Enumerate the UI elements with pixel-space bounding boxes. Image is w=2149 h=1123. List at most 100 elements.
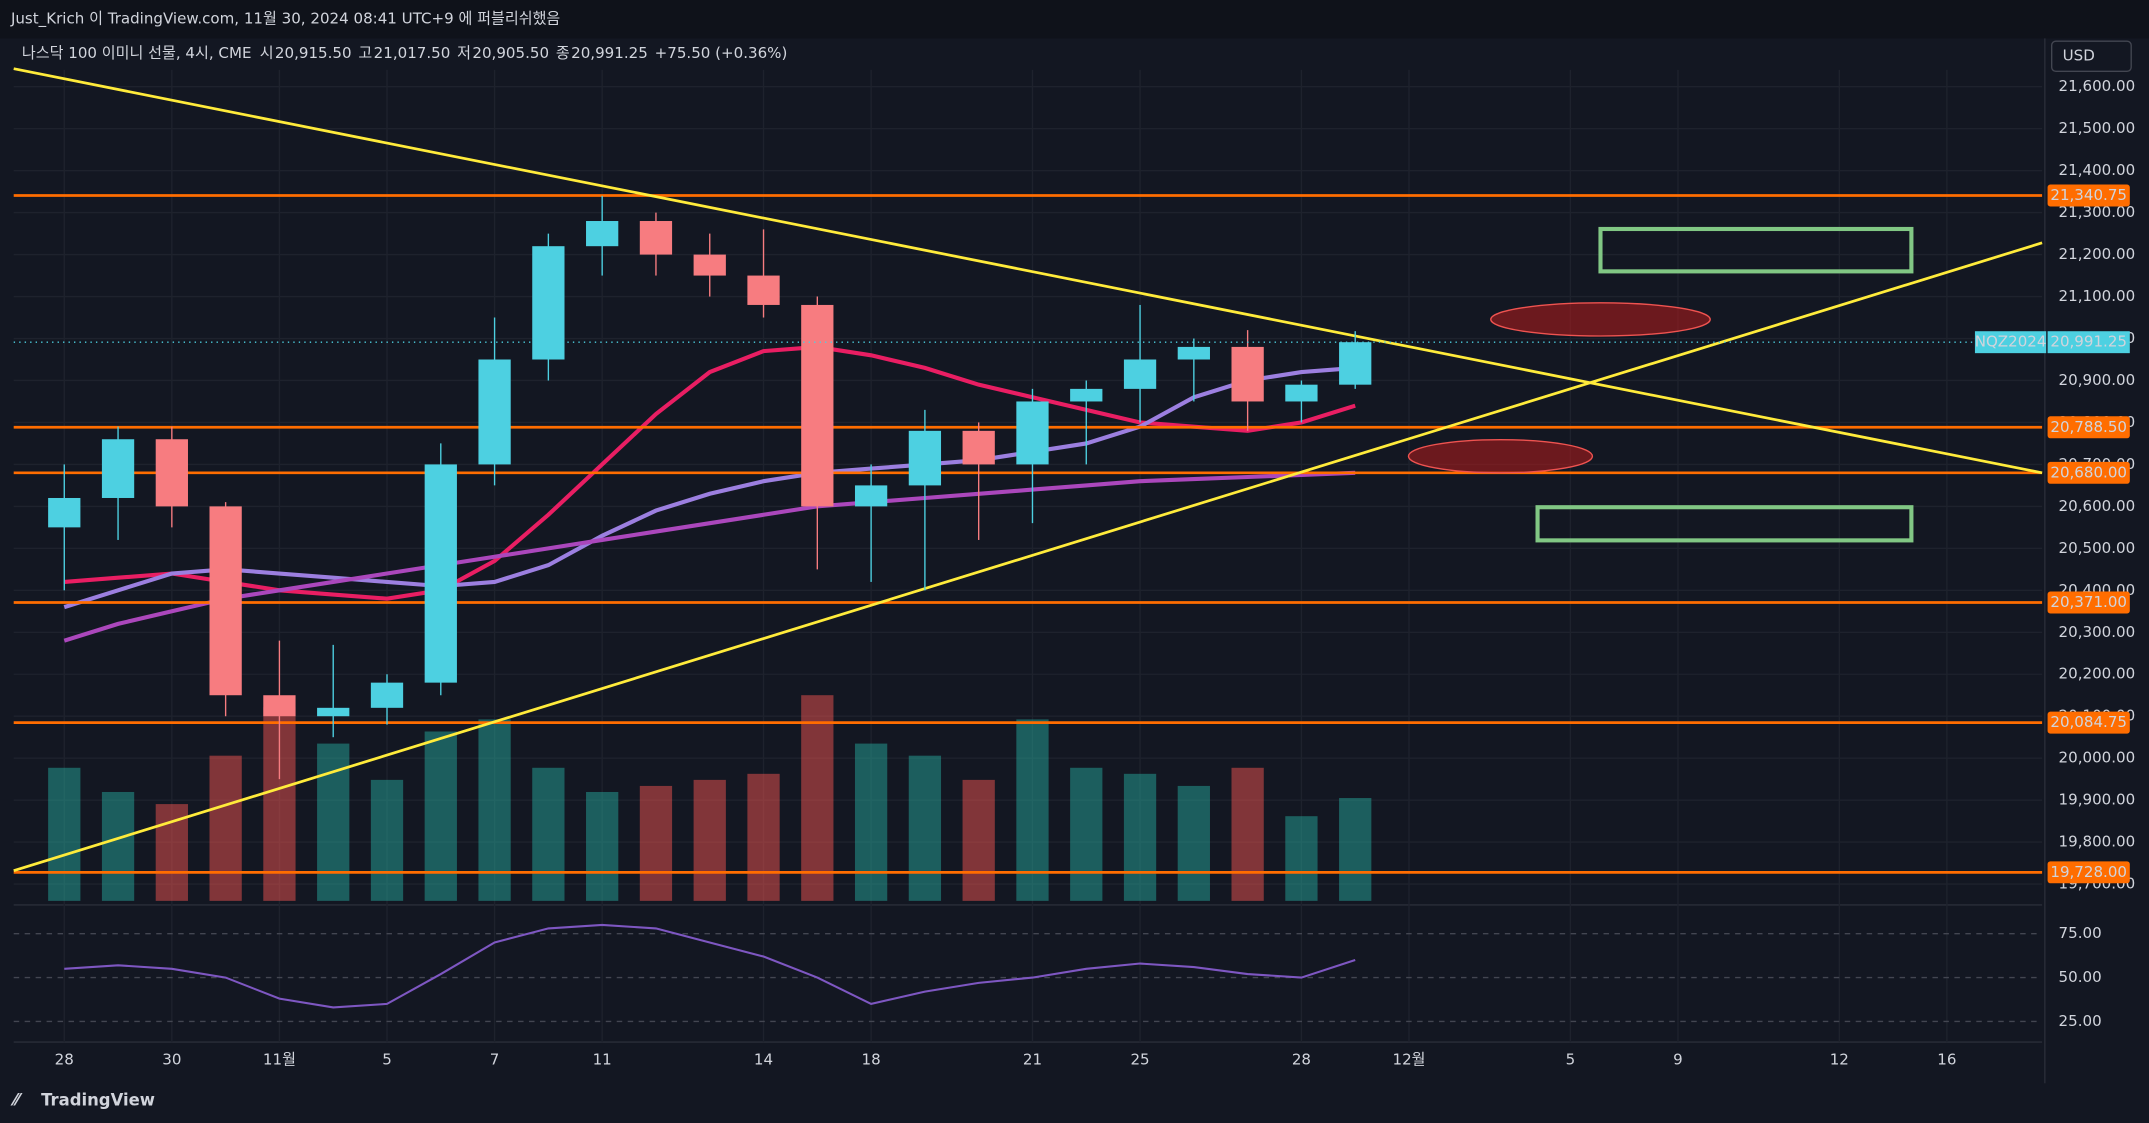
y-tick-label: 21,400.00: [2059, 161, 2136, 179]
volume-bar: [1070, 767, 1103, 901]
x-tick-label: 28: [55, 1050, 74, 1068]
level-badge: [2047, 861, 2130, 884]
y-tick-label: 20,300.00: [2059, 623, 2136, 641]
candle-body: [370, 682, 404, 708]
published-note: Just_Krich 이 TradingView.com, 11월 30, 20…: [10, 10, 560, 29]
level-badge: [2047, 416, 2130, 439]
footer-logo: TradingView: [41, 1091, 155, 1110]
zone-ellipse: [1407, 438, 1594, 474]
x-tick-label: 21: [1023, 1050, 1042, 1068]
y-tick-label: 20,600.00: [2059, 497, 2136, 515]
rsi-tick-label: 50.00: [2059, 968, 2102, 986]
candle-body: [693, 254, 726, 276]
candle-body: [48, 497, 81, 528]
volume-bar: [962, 779, 995, 901]
candle-body: [101, 439, 135, 498]
trend-line: [13, 241, 2043, 872]
candle-body: [586, 221, 619, 247]
volume-bar: [1285, 816, 1318, 901]
symbol-badge: [1974, 331, 2047, 354]
volume-bar: [854, 743, 888, 901]
candle-body: [263, 695, 296, 717]
volume-bar: [747, 773, 780, 901]
rsi-tick-label: 25.00: [2059, 1012, 2102, 1030]
volume-bar: [1231, 767, 1264, 901]
volume-bar: [532, 767, 565, 901]
volume-bar: [478, 719, 511, 901]
volume-bar: [639, 785, 673, 901]
level-label: 20,680.00: [2050, 463, 2127, 481]
volume-bar: [693, 779, 726, 901]
y-tick-label: 20,900.00: [2059, 371, 2136, 389]
volume-bar: [424, 731, 457, 901]
x-tick-label: 5: [382, 1050, 392, 1068]
ohlc-value: 21,017.50: [374, 44, 451, 62]
moving-average: [63, 470, 1356, 643]
y-tick-label: 21,300.00: [2059, 203, 2136, 221]
x-tick-label: 16: [1937, 1050, 1956, 1068]
level-label: 19,728.00: [2050, 863, 2127, 881]
candle-body: [1339, 342, 1372, 385]
volume-bar: [155, 804, 188, 901]
currency-button[interactable]: [2051, 40, 2132, 72]
volume-bar: [1339, 798, 1372, 901]
candle-body: [424, 464, 457, 683]
candle-body: [317, 707, 350, 717]
x-tick-label: 14: [754, 1050, 773, 1068]
x-tick-label: 7: [490, 1050, 500, 1068]
y-tick-label: 21,500.00: [2059, 119, 2136, 137]
trend-line: [13, 67, 2043, 475]
ohlc-name: 고: [358, 44, 372, 62]
ohlc-name: 시: [260, 44, 274, 62]
candle-body: [908, 430, 942, 486]
candle-body: [962, 430, 995, 465]
candle-body: [155, 439, 188, 507]
y-tick-label: 19,800.00: [2059, 833, 2136, 851]
candle-body: [1177, 346, 1210, 360]
rsi-tick-label: 75.00: [2059, 924, 2102, 942]
x-tick-label: 5: [1566, 1050, 1576, 1068]
symbol-legend: 나스닥 100 이미니 선물, 4시, CME: [22, 44, 252, 62]
x-tick-label: 30: [162, 1050, 181, 1068]
target-box: [1598, 226, 1914, 274]
price-label: 20,991.25: [2050, 333, 2127, 351]
candle-body: [854, 485, 888, 507]
x-tick-label: 12: [1830, 1050, 1849, 1068]
currency[interactable]: USD: [2063, 47, 2095, 65]
level-label: 20,371.00: [2050, 593, 2127, 611]
level-badge: [2047, 711, 2130, 734]
ohlc-value: 20,915.50: [275, 44, 352, 62]
volume-bar: [1177, 785, 1210, 901]
candle-body: [478, 359, 511, 465]
candle-body: [747, 275, 780, 305]
level-label: 20,084.75: [2050, 713, 2127, 731]
y-tick-label: 20,000.00: [2059, 749, 2136, 767]
level-label: 21,340.75: [2050, 186, 2127, 204]
level-badge: [2047, 184, 2130, 207]
price-badge: [2047, 331, 2130, 354]
volume-bar: [1016, 719, 1049, 901]
level-label: 20,788.50: [2050, 418, 2127, 436]
candle-body: [1285, 384, 1318, 402]
ohlc-value: 20,905.50: [472, 44, 549, 62]
change: +75.50 (+0.36%): [655, 44, 788, 62]
target-box: [1535, 505, 1914, 543]
x-tick-label: 9: [1673, 1050, 1683, 1068]
volume-bar: [586, 791, 619, 901]
volume-bar: [1123, 773, 1157, 901]
candle-body: [1123, 359, 1157, 389]
y-tick-label: 21,600.00: [2059, 77, 2136, 95]
candle-body: [1231, 346, 1264, 402]
x-tick-label: 25: [1130, 1050, 1149, 1068]
zone-ellipse: [1490, 302, 1711, 337]
volume-bar: [908, 755, 942, 901]
x-tick-label: 28: [1292, 1050, 1311, 1068]
candle-body: [639, 221, 673, 255]
candle-body: [532, 246, 565, 360]
rsi-line: [64, 923, 1356, 1009]
y-tick-label: 20,200.00: [2059, 665, 2136, 683]
ohlc-name: 종: [556, 44, 570, 62]
candle-body: [1070, 388, 1103, 402]
